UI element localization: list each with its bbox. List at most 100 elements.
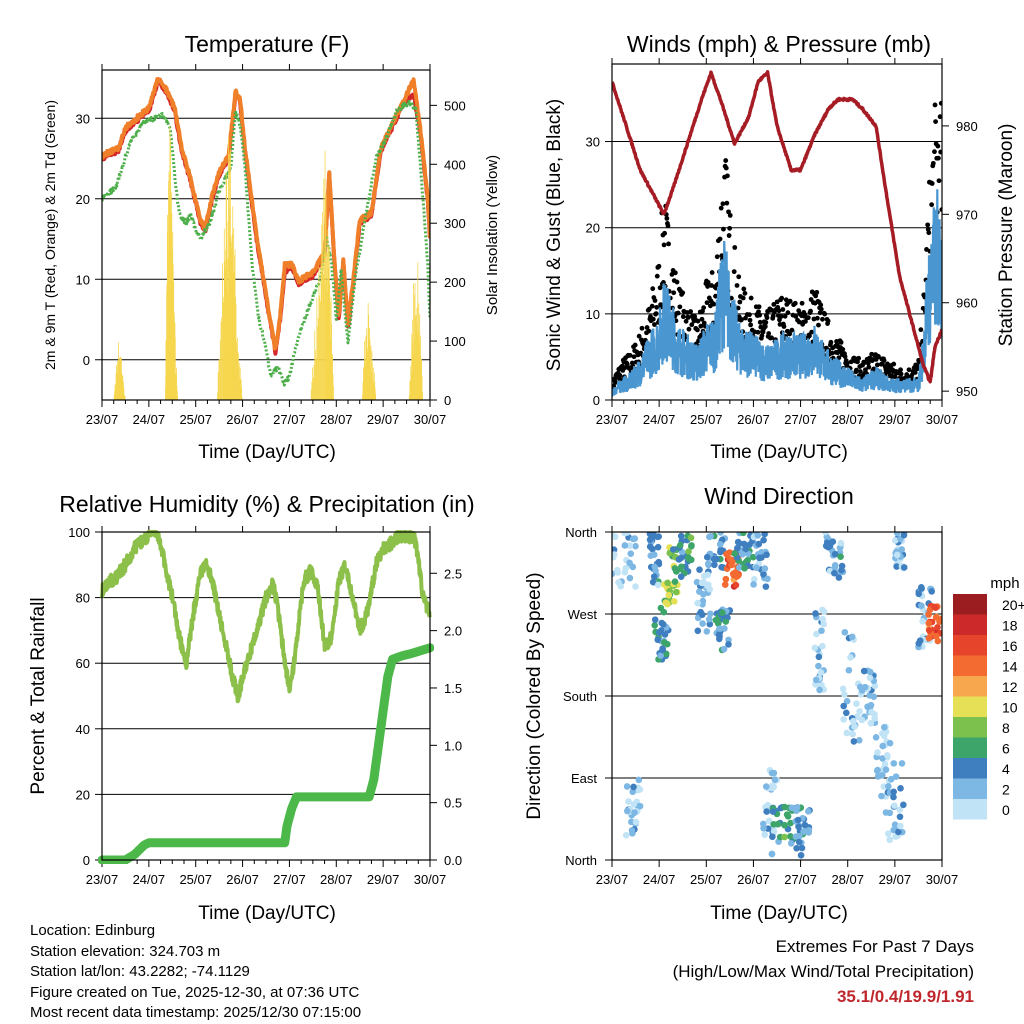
gust-point [721,226,726,232]
direction-point [925,620,933,627]
x-tick-label: 29/07 [879,872,912,887]
direction-point [665,591,673,599]
gust-point [792,300,798,306]
gust-point [785,310,791,316]
y-tick-label: 80 [76,591,90,606]
direction-point [630,800,638,808]
gust-point [723,158,729,163]
direction-point [878,730,886,737]
direction-point [725,641,732,648]
gust-point [709,270,715,275]
direction-point [805,826,813,834]
direction-point [761,565,769,572]
gust-point [932,102,938,108]
gust-point [936,178,942,184]
gust-point [876,354,881,359]
direction-point [721,581,729,588]
direction-point [812,610,819,617]
plot-area [612,532,942,859]
timestamp-text: Most recent data timestamp: 2025/12/30 0… [30,1004,362,1021]
x-tick-label: 27/07 [273,872,306,887]
gust-point [688,309,694,314]
direction-point [717,532,724,536]
x-tick-label: 23/07 [86,872,119,887]
panel-title: Temperature (F) [185,31,350,57]
direction-point [625,798,632,805]
direction-point [837,539,845,547]
gust-point [732,245,738,250]
y2-tick-label: 2.5 [444,566,462,581]
direction-point [801,821,809,829]
gust-point [898,371,904,377]
gust-point [856,355,862,361]
x-tick-label: 23/07 [596,412,629,427]
direction-point [928,588,936,595]
direction-cluster [787,804,813,859]
latlon-text: Station lat/lon: 43.2282; -74.1129 [30,963,250,980]
direction-point [841,691,848,698]
direction-point [646,536,654,543]
direction-point [932,614,940,621]
gust-point [675,310,681,316]
x-tick-label: 28/07 [320,872,353,887]
direction-point [693,578,701,586]
direction-point [623,532,631,536]
colorbar-label: 0 [1002,802,1010,818]
direction-point [649,578,657,586]
colorbar-label: 6 [1002,741,1010,757]
extremes-title: Extremes For Past 7 Days [775,937,974,956]
direction-point [726,549,733,556]
gust-point [652,322,657,327]
direction-point [871,682,879,690]
gust-point [926,230,932,236]
gust-point [757,319,763,325]
direction-point [768,850,776,858]
direction-point [740,532,747,537]
x-axis-label: Time (Day/UTC) [198,903,336,924]
direction-cluster [858,667,879,727]
gust-point [912,370,918,375]
series-station-pressure [612,70,942,384]
direction-point [874,749,881,756]
direction-point [800,828,807,835]
direction-point [694,599,701,607]
gust-point [818,306,824,312]
direction-point [659,621,667,628]
y2-tick-label: 400 [444,157,466,172]
extremes-values: 35.1/0.4/19.9/1.91 [836,987,974,1006]
direction-point [632,542,639,550]
x-tick-label: 23/07 [596,872,629,887]
gust-point [842,354,848,359]
direction-point [703,628,711,635]
direction-point [655,558,662,566]
direction-point [896,813,904,821]
gust-point [736,274,742,280]
direction-point [698,579,706,587]
direction-point [880,724,888,731]
y-tick-label: 0 [83,353,90,368]
direction-point [651,622,659,629]
y2-tick-label: 1.0 [444,738,462,753]
series-2m-td [102,98,430,387]
direction-point [756,554,763,562]
gust-point [662,230,668,236]
gust-point [704,300,710,306]
gust-point [769,335,774,341]
direction-point [890,788,898,796]
direction-point [664,579,671,587]
x-tick-label: 25/07 [179,412,212,427]
direction-point [879,771,886,779]
plot-area [98,530,434,864]
direction-point [900,532,908,539]
gust-point [803,319,808,324]
direction-point [795,823,802,830]
gust-point [724,200,730,206]
direction-point [792,833,800,840]
series-9m-t [102,77,430,351]
direction-point [628,818,635,826]
direction-point [768,769,776,777]
gust-point [698,323,704,329]
direction-point [764,801,772,809]
colorbar-label: 18 [1002,618,1018,634]
gust-point [764,315,770,321]
